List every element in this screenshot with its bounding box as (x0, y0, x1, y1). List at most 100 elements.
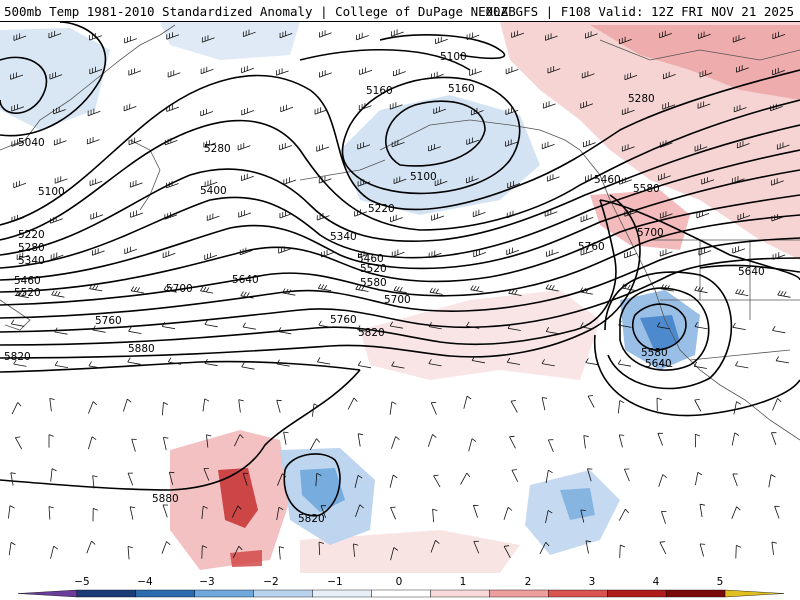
wind-barb (428, 143, 441, 152)
wind-barb (353, 543, 359, 557)
colorbar-swatch (724, 589, 785, 598)
contour-label: 5280 (628, 93, 655, 105)
wind-barb (621, 144, 635, 152)
hudson-area (599, 39, 800, 61)
wind-barb (89, 32, 102, 41)
wind-barb (128, 137, 142, 146)
wind-barb (580, 214, 594, 223)
wind-barb (318, 320, 332, 328)
contour-5160-ring (341, 76, 521, 195)
wind-barb (53, 137, 67, 146)
wind-barb (124, 35, 137, 44)
wind-barb (8, 505, 15, 519)
wind-barb (545, 469, 553, 484)
wind-barb (695, 471, 703, 486)
wind-barb (203, 140, 217, 148)
colorbar-swatches (17, 589, 785, 598)
model-run-info: 00Z GFS | F108 Valid: 12Z FRI NOV 21 202… (485, 4, 794, 19)
wind-barb (202, 398, 210, 412)
wind-barb (240, 291, 254, 299)
wind-barb (731, 506, 741, 519)
warm-anomaly-south-core (218, 468, 258, 528)
wind-barb (771, 541, 777, 555)
wind-barb (511, 30, 525, 38)
wind-barb (201, 545, 208, 559)
wind-barb (127, 472, 134, 486)
wind-barb (312, 403, 319, 417)
wind-barb (431, 71, 444, 80)
alaska-coastline (379, 119, 611, 201)
wind-barb (460, 472, 471, 485)
wind-barb (241, 65, 254, 74)
wind-barb (466, 32, 480, 40)
wind-barb (389, 401, 397, 415)
wind-barb (731, 176, 745, 184)
wind-barb (50, 545, 59, 559)
contour-label: 5700 (637, 227, 664, 239)
wind-barb (428, 322, 442, 330)
wind-barb (470, 107, 484, 116)
wind-barb (162, 250, 176, 259)
cold-anomaly-northwest (0, 28, 110, 130)
wind-barb (545, 284, 559, 292)
wind-barb (241, 362, 255, 370)
contour-label: 5340 (18, 255, 45, 267)
wind-barb (89, 178, 103, 186)
wind-barb (585, 358, 599, 366)
state-lines (660, 240, 800, 320)
wind-barb (201, 35, 215, 43)
wind-barb (508, 288, 522, 296)
anomaly-colorbar: −5 −4 −3 −2 −1 0 1 2 3 4 5 (0, 573, 800, 600)
wind-barb (231, 505, 242, 518)
colorbar-label: −3 (199, 576, 214, 588)
contour-label: 5100 (440, 51, 467, 63)
wind-barb (318, 541, 324, 556)
wind-barb (317, 283, 332, 292)
wind-barb (276, 399, 282, 413)
colorbar-swatch (371, 589, 431, 598)
wind-barb (546, 174, 560, 182)
colorbar-swatch (135, 589, 195, 598)
contour-label: 5640 (232, 274, 259, 286)
wind-barb (701, 177, 715, 185)
wind-barb (539, 542, 550, 555)
wind-barb (771, 213, 785, 222)
wind-barb (166, 180, 179, 189)
wind-barb (771, 432, 777, 445)
wind-barb (463, 395, 472, 409)
wind-barb (658, 474, 667, 487)
colorbar-label: 2 (525, 576, 532, 588)
wind-barb (320, 505, 327, 518)
wind-barb (624, 250, 637, 259)
wind-barb (619, 177, 632, 185)
wind-barb (473, 504, 479, 518)
wind-barb (585, 31, 598, 39)
wind-barb (503, 545, 511, 558)
colorbar-swatch (76, 589, 137, 598)
wind-barb (699, 503, 705, 518)
contour-label: 5520 (14, 287, 41, 299)
wind-barb (505, 107, 519, 115)
wind-barb (507, 323, 521, 331)
wind-barb (356, 32, 369, 41)
wind-barb (54, 360, 68, 368)
wind-barb (206, 434, 212, 448)
wind-barb (470, 285, 484, 293)
wind-barb (86, 136, 100, 145)
wind-barb (13, 180, 27, 189)
wind-barb (694, 322, 708, 330)
wind-barb (587, 395, 595, 408)
contour-label: 5640 (645, 358, 672, 370)
wind-barb (581, 71, 595, 79)
map-title: 500mb Temp 1981-2010 Standardized Anomal… (4, 4, 516, 19)
wind-barb (8, 542, 16, 556)
wind-barb (659, 30, 672, 39)
wind-barb (316, 212, 330, 221)
contour-label: 5880 (152, 493, 179, 505)
wind-barb (127, 546, 133, 560)
wind-barb (162, 402, 169, 416)
wind-barb (90, 212, 104, 220)
contour-label: 5580 (360, 277, 387, 289)
wind-barb (234, 434, 244, 447)
wind-barb (92, 508, 98, 522)
